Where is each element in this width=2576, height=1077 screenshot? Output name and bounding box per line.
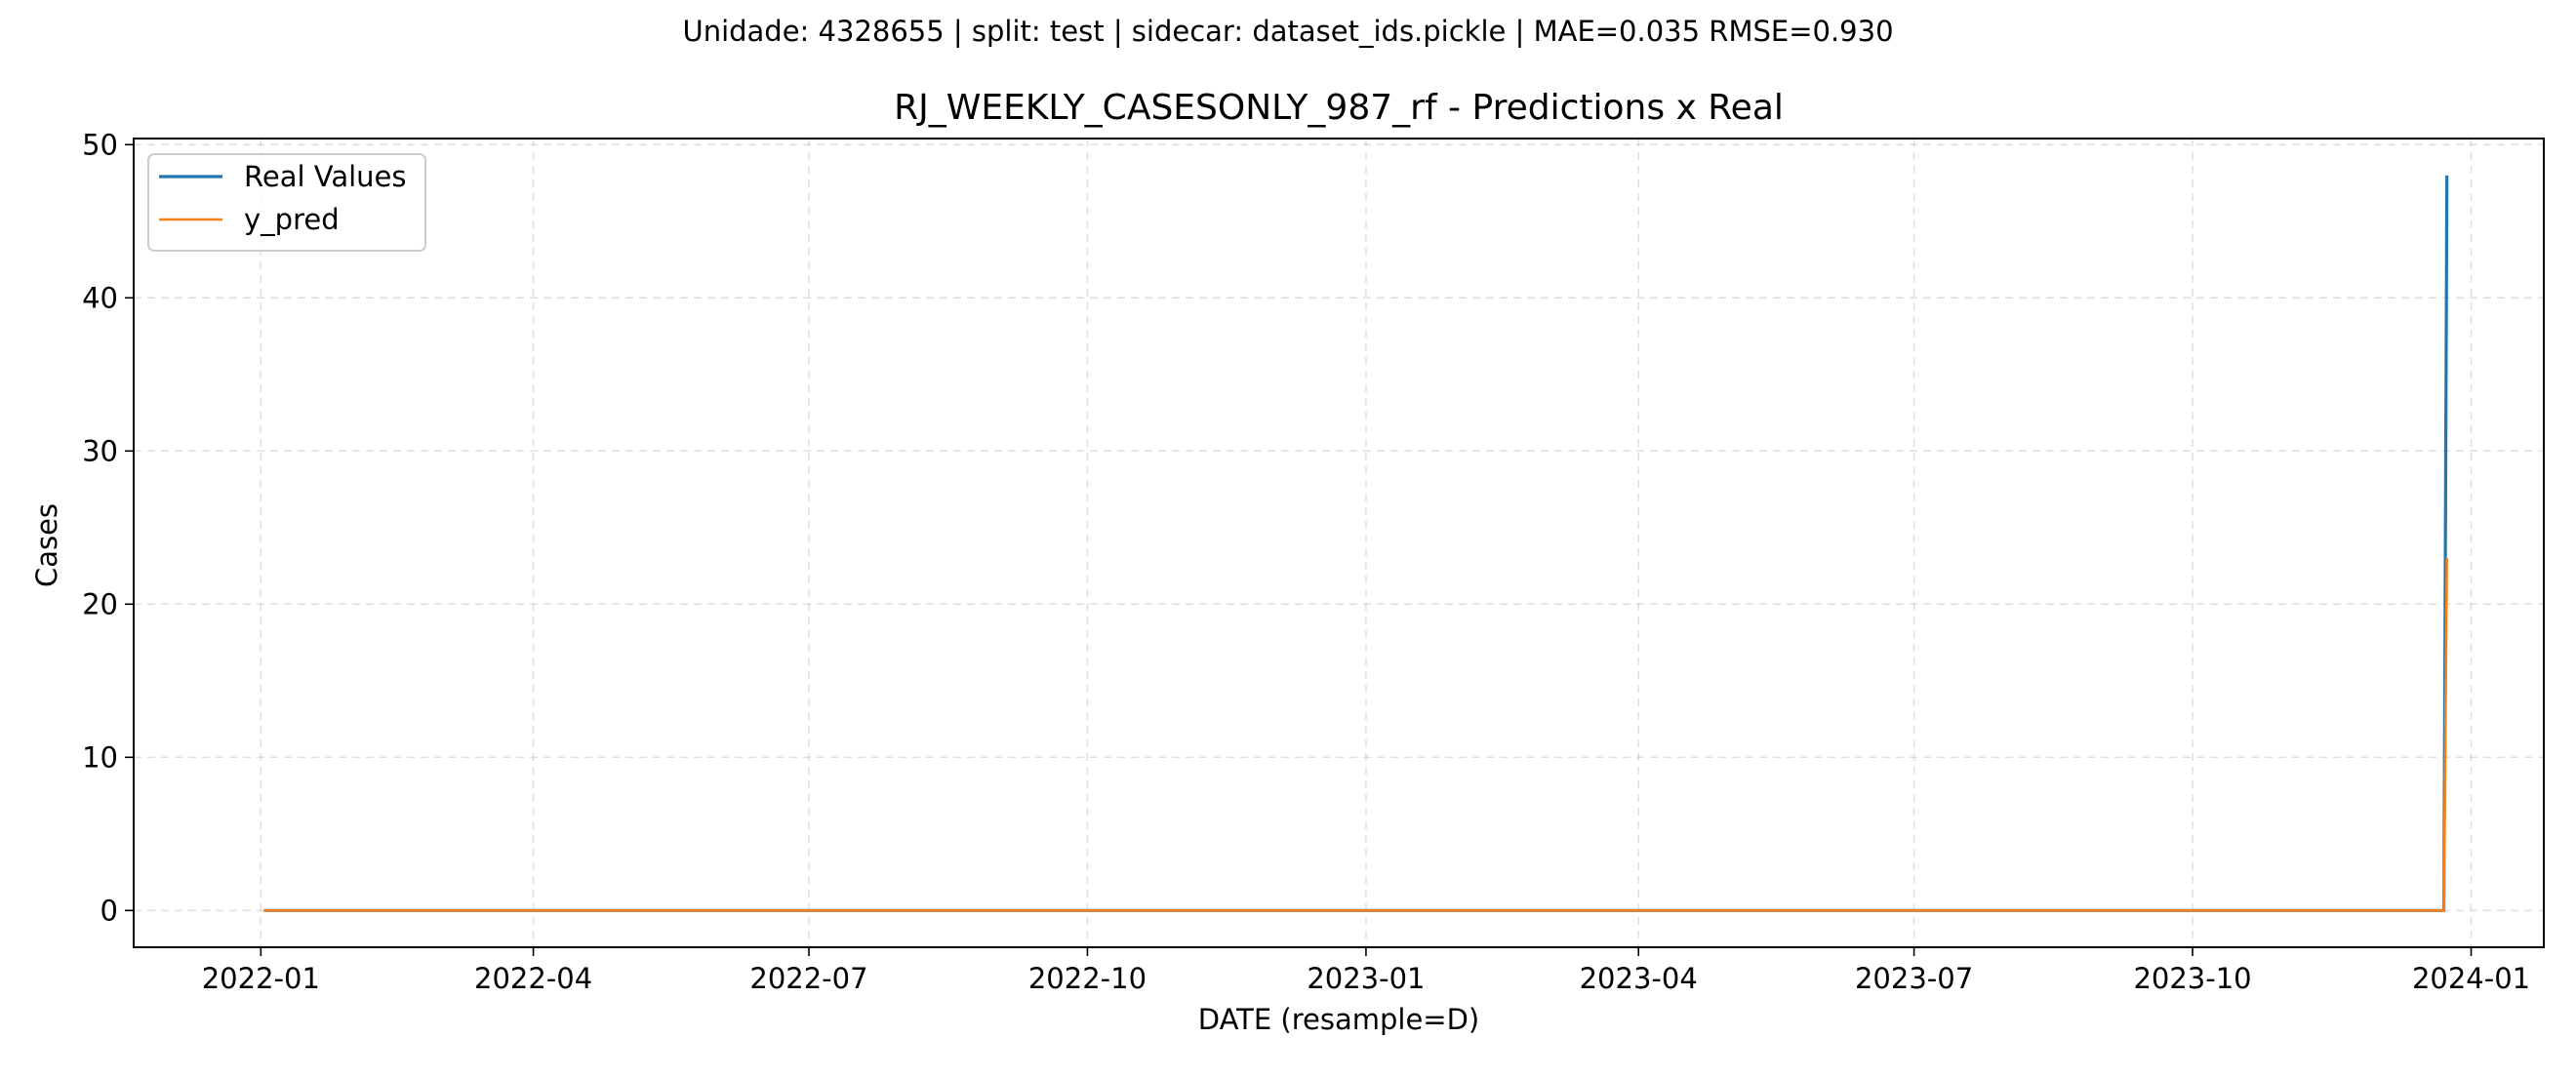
legend: Real Values y_pred — [147, 153, 426, 252]
x-tick-label: 2024-01 — [2412, 962, 2530, 995]
legend-label: y_pred — [244, 203, 340, 236]
series-layer — [263, 175, 2449, 912]
x-tick-label: 2023-07 — [1855, 962, 1973, 995]
x-tick-label: 2023-01 — [1307, 962, 1425, 995]
x-tick-label: 2023-04 — [1580, 962, 1698, 995]
series-line-y-pred — [263, 558, 2448, 912]
x-tick-label: 2023-10 — [2133, 962, 2251, 995]
series-line-real-values — [263, 175, 2449, 912]
grid-layer — [134, 139, 2544, 947]
y-tick-label: 0 — [101, 894, 118, 927]
legend-box — [147, 153, 426, 252]
figure-suptitle: Unidade: 4328655 | split: test | sidecar… — [682, 15, 1893, 48]
chart-title: RJ_WEEKLY_CASESONLY_987_rf - Predictions… — [894, 88, 1784, 128]
y-tick-label: 30 — [82, 434, 118, 467]
x-tick-label: 2022-10 — [1028, 962, 1147, 995]
y-axis-label: Cases — [30, 503, 63, 587]
x-tick-label: 2022-01 — [202, 962, 320, 995]
x-tick-label: 2022-07 — [749, 962, 867, 995]
x-tick-label: 2022-04 — [474, 962, 592, 995]
y-tick-label: 10 — [82, 740, 118, 774]
x-axis-label: DATE (resample=D) — [1198, 1003, 1480, 1036]
y-tick-label: 50 — [82, 128, 118, 161]
y-tick-label: 20 — [82, 587, 118, 620]
ticks-layer: 2022-01 2022-04 2022-07 2022-10 2023-01 2023-… — [82, 128, 2530, 995]
y-tick-label: 40 — [82, 281, 118, 314]
plot-frame — [133, 138, 2545, 948]
legend-label: Real Values — [244, 160, 406, 193]
